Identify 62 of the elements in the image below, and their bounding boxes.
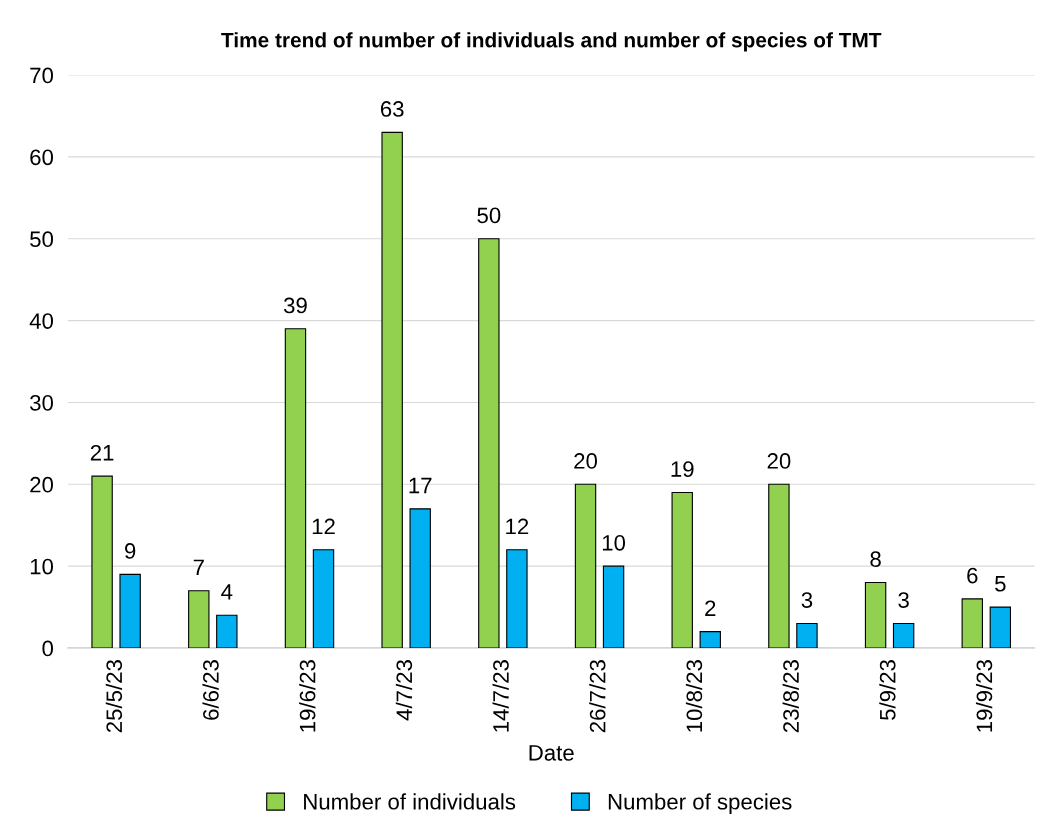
legend-label: Number of species <box>608 793 792 814</box>
legend-label: Number of individuals <box>304 793 516 810</box>
x-tick-label: 5/9/23 <box>879 660 896 721</box>
x-tick-label: 19/9/23 <box>975 660 993 732</box>
data-label: 10 <box>602 534 626 551</box>
x-tick-label: 6/6/23 <box>202 660 219 720</box>
bar <box>864 581 887 649</box>
bar <box>989 606 1012 649</box>
bar <box>409 508 431 649</box>
data-label: 7 <box>193 559 204 575</box>
bar <box>506 549 528 649</box>
x-tick-label: 25/5/23 <box>105 660 123 733</box>
data-label: 2 <box>705 600 716 616</box>
bar <box>768 483 790 649</box>
bar <box>961 598 983 649</box>
bar <box>91 475 113 649</box>
data-label: 4 <box>221 584 233 600</box>
data-label: 17 <box>409 477 432 494</box>
bar <box>312 549 335 649</box>
bar <box>284 328 307 649</box>
bar <box>381 131 403 649</box>
x-tick-label: 23/8/23 <box>782 660 799 733</box>
y-tick-label: 60 <box>30 149 54 166</box>
y-tick-label: 50 <box>30 231 54 248</box>
data-label: 12 <box>312 518 335 535</box>
data-label: 9 <box>125 543 136 559</box>
x-tick-label: 26/7/23 <box>589 660 606 733</box>
bar <box>602 565 625 649</box>
bar <box>699 631 721 649</box>
bar <box>216 614 238 649</box>
bar <box>119 573 141 649</box>
data-label: 3 <box>898 592 909 608</box>
bar <box>478 238 500 649</box>
data-label: 3 <box>801 592 813 608</box>
bar <box>796 622 818 649</box>
y-tick-label: 70 <box>30 67 54 84</box>
bar <box>188 590 210 649</box>
bar <box>671 491 693 649</box>
data-label: 6 <box>967 567 978 584</box>
y-tick-label: 30 <box>30 395 54 411</box>
y-tick-label: 10 <box>30 558 54 575</box>
data-label: 39 <box>283 297 307 314</box>
data-label: 19 <box>671 461 694 477</box>
x-tick-label: 4/7/23 <box>395 660 413 721</box>
y-tick-label: 0 <box>42 640 54 657</box>
data-label: 5 <box>995 576 1006 592</box>
y-tick-label: 40 <box>29 313 54 329</box>
data-label: 50 <box>477 207 501 224</box>
x-axis-title: Date <box>529 745 574 761</box>
data-label: 20 <box>767 453 791 469</box>
data-label: 21 <box>90 444 114 461</box>
x-tick-label: 14/7/23 <box>492 660 509 732</box>
data-label: 63 <box>380 101 404 117</box>
data-label: 20 <box>574 453 598 469</box>
y-tick-label: 20 <box>30 476 54 493</box>
x-tick-label: 19/6/23 <box>299 660 316 732</box>
bar <box>892 622 915 649</box>
chart-title: Time trend of number of individuals and number of species of TMT <box>221 32 882 52</box>
x-tick-label: 10/8/23 <box>685 660 703 732</box>
bar <box>574 483 597 649</box>
data-label: 12 <box>506 518 529 535</box>
data-label: 8 <box>870 551 881 568</box>
